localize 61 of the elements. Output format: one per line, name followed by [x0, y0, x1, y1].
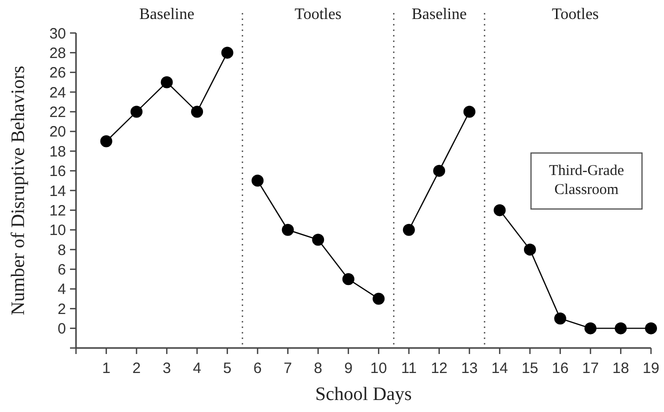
point	[342, 273, 354, 286]
x-tick-label: 9	[344, 360, 353, 377]
y-tick-label: 24	[49, 84, 66, 102]
y-tick-label: 12	[49, 202, 66, 220]
x-tick-label: 5	[223, 360, 232, 377]
point	[433, 164, 446, 177]
point	[191, 106, 204, 118]
y-tick-label: 10	[49, 222, 66, 240]
x-tick-label: 14	[491, 360, 508, 377]
point	[494, 204, 506, 216]
y-tick-label: 22	[49, 104, 66, 121]
y-tick-label: 16	[49, 163, 66, 180]
x-tick-label: 3	[162, 360, 171, 377]
point	[282, 224, 294, 236]
point	[130, 106, 143, 118]
y-tick-label: 8	[58, 242, 66, 259]
x-tick-label: 10	[370, 360, 387, 377]
y-tick-label: 0	[58, 320, 66, 338]
x-tick-label: 1	[102, 360, 110, 377]
text: Tootles	[294, 6, 342, 23]
point	[312, 234, 324, 246]
x-tick-label: 17	[582, 360, 599, 377]
x-tick-label: 11	[401, 360, 417, 377]
point	[524, 244, 536, 256]
text: Tootles	[552, 6, 599, 23]
point	[160, 76, 173, 88]
point	[252, 174, 264, 187]
x-tick-label: 16	[552, 360, 569, 377]
x-axis-title: School Days	[315, 384, 412, 405]
y-tick-label: 26	[49, 64, 66, 82]
x-tick-label: 6	[253, 360, 262, 377]
point	[100, 135, 112, 148]
point	[554, 312, 566, 324]
x-tick-label: 19	[642, 360, 660, 377]
x-tick-label: 13	[461, 360, 478, 377]
y-tick-label: 18	[49, 143, 66, 160]
point	[614, 322, 627, 334]
text: Baseline	[412, 6, 467, 23]
point	[463, 106, 476, 118]
annotation: Third-Grade Classroom	[549, 163, 624, 198]
y-axis-title: Number of Disruptive Behaviors	[8, 66, 29, 316]
point	[221, 46, 234, 59]
y-tick-label: 6	[58, 262, 66, 278]
y-tick-label: 30	[49, 25, 66, 42]
point	[645, 322, 657, 334]
y-tick-label: 14	[49, 182, 66, 200]
x-tick-label: 18	[612, 360, 630, 377]
y-tick-label: 2	[58, 300, 66, 318]
text: Baseline	[139, 6, 194, 23]
point	[584, 322, 596, 334]
x-tick-label: 7	[284, 360, 292, 377]
x-tick-label: 4	[192, 360, 202, 377]
y-tick-label: 20	[49, 124, 66, 141]
point	[372, 292, 385, 305]
point	[402, 224, 415, 236]
x-tick-label: 2	[132, 360, 141, 377]
y-tick-label: 28	[49, 44, 66, 62]
x-tick-label: 12	[430, 360, 448, 377]
x-tick-label: 8	[314, 360, 322, 377]
y-tick-label: 4	[58, 281, 66, 298]
x-tick-label: 15	[522, 360, 538, 377]
